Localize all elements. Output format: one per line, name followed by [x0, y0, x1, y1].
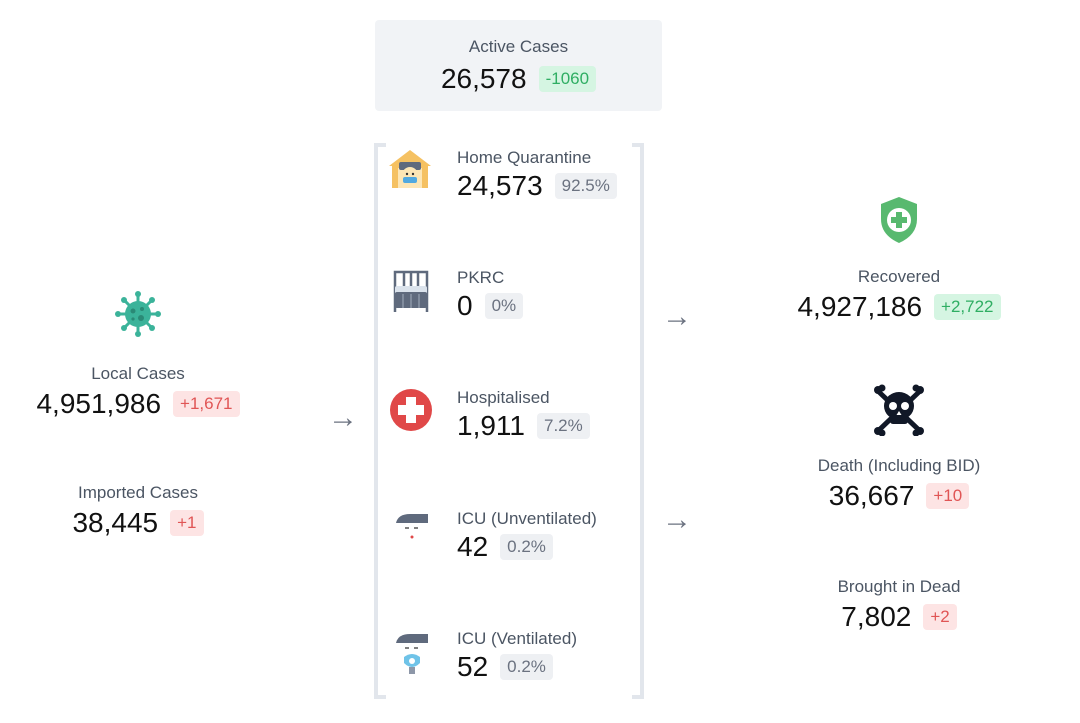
- home-quarantine-percent-badge: 92.5%: [554, 173, 617, 199]
- icu-patient-icon: [396, 514, 428, 539]
- recovered-label: Recovered: [857, 267, 941, 286]
- arrow-right-icon: →: [662, 300, 692, 333]
- deaths-change-badge: +10: [926, 483, 970, 509]
- brought-in-dead-value: 7,802: [841, 601, 912, 632]
- home-quarantine-value: 24,573: [457, 170, 543, 201]
- active-cases-value: 26,578: [440, 62, 527, 94]
- icu-unventilated-label: ICU (Unventilated): [457, 509, 597, 528]
- deaths-label: Death (Including BID): [817, 456, 981, 475]
- imported-cases-change-badge: +1: [170, 510, 204, 536]
- imported-cases-section: Imported Cases 38,445 +1: [20, 483, 256, 539]
- ventilated-patient-icon: [396, 634, 428, 674]
- imported-cases-value: 38,445: [72, 507, 159, 538]
- deaths-value: 36,667: [828, 480, 915, 511]
- hospitalised-value: 1,911: [457, 410, 525, 441]
- virus-icon: [115, 291, 161, 337]
- icu-ventilated-label: ICU (Ventilated): [457, 629, 577, 648]
- home-quarantine-icon: [389, 150, 431, 188]
- recovered-change-badge: +2,722: [934, 294, 1001, 320]
- brought-in-dead-label: Brought in Dead: [837, 577, 961, 596]
- arrow-right-icon: →: [328, 401, 358, 434]
- icu-unventilated-percent-badge: 0.2%: [500, 534, 553, 560]
- icu-unventilated-value: 42: [457, 531, 489, 562]
- imported-cases-label: Imported Cases: [78, 483, 198, 502]
- recovered-section: Recovered 4,927,186 +2,722: [740, 195, 1058, 323]
- bed-icon: [393, 270, 429, 312]
- pkrc-value: 0: [457, 290, 473, 321]
- icu-ventilated-percent-badge: 0.2%: [500, 654, 553, 680]
- local-cases-value: 4,951,986: [36, 388, 162, 419]
- active-cases-card: Active Cases 26,578 -1060: [375, 20, 662, 111]
- recovered-value: 4,927,186: [797, 291, 923, 322]
- icu-ventilated-value: 52: [457, 651, 489, 682]
- local-cases-section: Local Cases 4,951,986 +1,671: [20, 290, 256, 420]
- hospitalised-percent-badge: 7.2%: [537, 413, 590, 439]
- skull-icon: [874, 384, 924, 436]
- brought-in-dead-change-badge: +2: [923, 604, 957, 630]
- local-cases-change-badge: +1,671: [173, 391, 240, 417]
- hospitalised-label: Hospitalised: [457, 388, 550, 407]
- local-cases-label: Local Cases: [91, 364, 185, 383]
- shield-cross-icon: [881, 197, 917, 243]
- pkrc-percent-badge: 0%: [484, 293, 524, 319]
- active-cases-label: Active Cases: [468, 36, 569, 56]
- group-bracket-left: [374, 143, 386, 699]
- deaths-section: Death (Including BID) 36,667 +10: [740, 384, 1058, 512]
- arrow-right-icon: →: [662, 503, 692, 536]
- home-quarantine-label: Home Quarantine: [457, 148, 592, 167]
- active-cases-change-badge: -1060: [538, 65, 597, 92]
- group-bracket-right: [632, 143, 644, 699]
- medical-cross-icon: [390, 389, 432, 431]
- brought-in-dead-section: Brought in Dead 7,802 +2: [740, 577, 1058, 633]
- pkrc-label: PKRC: [457, 268, 505, 287]
